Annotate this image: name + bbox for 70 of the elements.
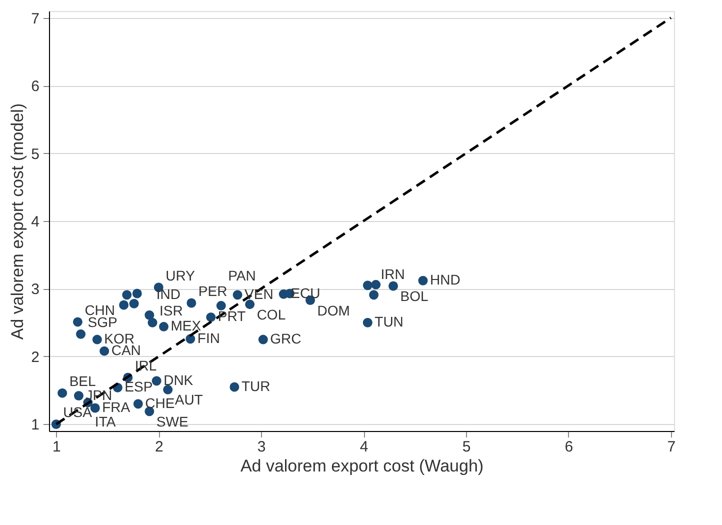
annotation: SWE [156,413,188,430]
annotation: DOM [317,302,350,318]
annotation: GRC [270,330,302,347]
y-axis-title: Ad valorem export cost (model) [8,103,28,340]
point [258,334,268,344]
y-tick-label: 1 [31,416,40,434]
annotation: IRL [134,357,157,374]
y-tick-label: 4 [31,214,40,230]
point [129,298,139,308]
annotation: VEN [244,286,274,302]
annotation: TUR [241,378,270,394]
annotation: URY [166,267,196,284]
point [72,317,82,327]
point [163,384,173,394]
annotation: HND [430,272,460,288]
y-tick-label: 2 [31,348,40,366]
x-tick-label: 5 [462,438,471,456]
x-axis-title: Ad valorem export cost (Waugh) [240,456,484,476]
annotation: PAN [228,268,256,284]
point [186,298,196,308]
annotation: ITA [94,414,116,430]
annotation: IRN [380,266,405,282]
point [159,322,168,332]
annotation: PRT [218,308,246,324]
annotation: TUN [374,314,404,330]
point [371,280,381,290]
annotation: CHE [145,394,175,411]
point [230,382,240,392]
point [92,334,102,344]
x-tick-label: 6 [564,438,574,456]
annotation: AUT [174,392,204,408]
annotation: BEL [69,373,96,390]
point [58,388,68,398]
annotation: ESP [124,378,153,395]
y-tick-label: 6 [31,78,40,96]
annotation: DNK [164,372,194,388]
point [206,312,216,322]
point [216,300,226,310]
annotation: FRA [102,398,131,415]
point [122,290,132,300]
point [119,300,129,310]
annotation: COL [256,306,286,322]
y-tick-label: 7 [31,10,40,28]
point [362,280,372,290]
annotation: IND [156,286,181,302]
point [369,290,379,300]
point [152,376,162,386]
x-tick-label: 7 [667,438,676,456]
x-tick-label: 2 [154,438,164,456]
point [133,399,143,409]
point [74,391,84,401]
point [362,318,372,328]
point [418,276,428,286]
point [148,318,158,328]
x-tick-label: 4 [360,438,368,456]
point [388,281,398,291]
point [132,288,142,298]
point [76,329,86,339]
y-tick-label: 3 [31,281,40,298]
annotation: ISR [159,302,183,319]
point [232,290,242,300]
point [245,300,255,310]
x-tick-label: 1 [52,438,61,456]
annotation: CAN [111,342,141,358]
point [100,346,110,356]
y-tick-label: 5 [31,146,40,163]
annotation: PER [198,282,228,299]
point [144,310,154,320]
x-tick-label: 3 [257,438,266,456]
annotation: BOL [400,288,428,304]
